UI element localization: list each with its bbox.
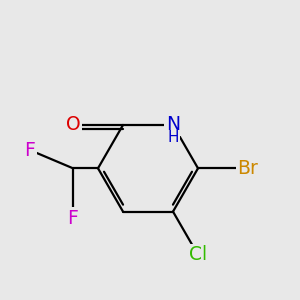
Text: N: N <box>166 116 180 134</box>
Text: F: F <box>68 209 78 228</box>
Text: F: F <box>24 140 35 160</box>
Text: Cl: Cl <box>189 245 207 264</box>
Text: H: H <box>167 130 179 146</box>
Text: O: O <box>66 116 80 134</box>
Text: Br: Br <box>238 159 258 178</box>
